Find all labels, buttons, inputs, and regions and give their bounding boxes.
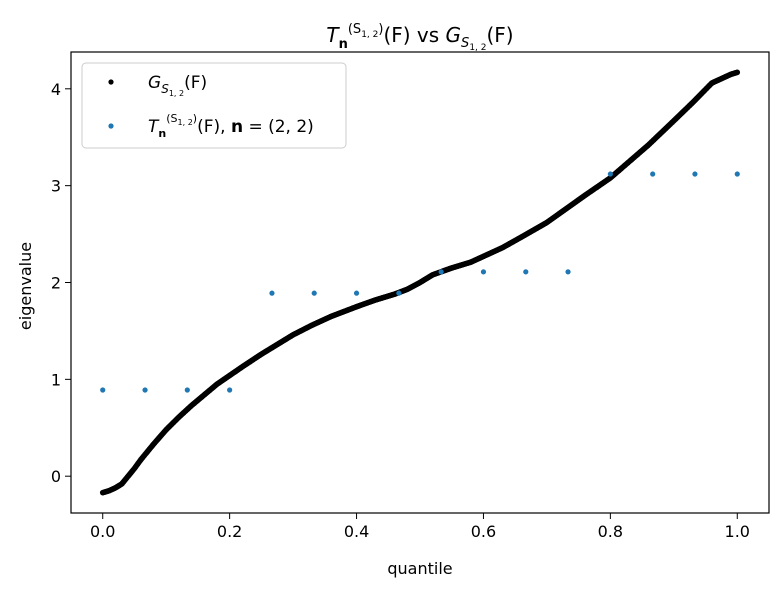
x-axis-ticks: 0.0 0.2 0.4 0.6 0.8 1.0: [90, 513, 750, 541]
t-series-point: [692, 171, 698, 177]
y-tick-label: 0: [51, 467, 61, 486]
t-series-point: [227, 387, 233, 393]
t-series-point: [480, 269, 487, 275]
legend: GS1, 2(F) Tn(S1, 2)(F), n = (2, 2): [81, 62, 347, 149]
x-tick-label: 0.0: [90, 522, 115, 541]
legend-g-marker: [108, 79, 114, 85]
y-tick-label: 1: [51, 370, 61, 389]
g-series-points: [99, 69, 741, 496]
t-series-point: [523, 269, 529, 275]
x-tick-label: 0.6: [471, 522, 496, 541]
x-tick-label: 1.0: [725, 522, 750, 541]
x-tick-label: 0.2: [217, 522, 242, 541]
y-axis-ticks: 0 1 2 3 4: [51, 80, 71, 486]
t-series-point: [396, 290, 402, 296]
legend-g-label: GS1, 2(F): [148, 73, 207, 98]
g-series-point: [734, 69, 741, 76]
t-series-point: [650, 171, 656, 177]
t-series-point: [438, 269, 444, 275]
legend-box: [81, 62, 347, 149]
t-series-point: [184, 387, 190, 393]
chart-title: Tn(S1, 2)(F) vs GS1, 2(F): [326, 22, 513, 53]
y-tick-label: 4: [51, 80, 61, 99]
x-tick-label: 0.4: [344, 522, 369, 541]
y-axis-label: eigenvalue: [16, 242, 35, 330]
t-series-point: [311, 290, 317, 296]
t-series-point: [100, 387, 106, 393]
y-tick-label: 3: [51, 177, 61, 196]
x-axis-label: quantile: [387, 559, 452, 578]
t-series-point: [269, 290, 275, 296]
t-series-point: [734, 171, 740, 177]
x-tick-label: 0.8: [598, 522, 623, 541]
t-series-point: [607, 171, 613, 177]
t-series-point: [142, 387, 148, 393]
y-tick-label: 2: [51, 274, 61, 293]
legend-t-marker: [108, 123, 114, 129]
t-series-points: [100, 171, 740, 393]
t-series-point: [565, 269, 571, 275]
legend-t-label: Tn(S1, 2)(F), n = (2, 2): [148, 112, 314, 140]
t-series-point: [353, 290, 360, 296]
